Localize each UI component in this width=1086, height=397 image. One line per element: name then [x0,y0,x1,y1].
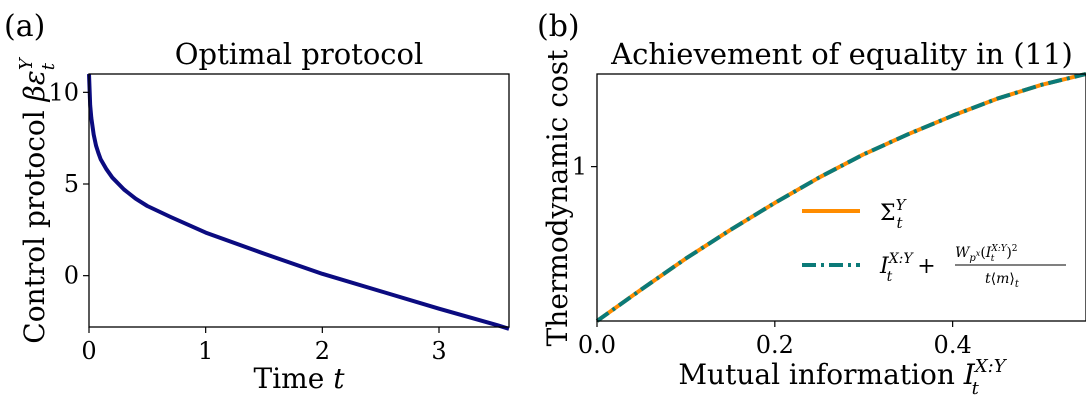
legend-label-bound: IX:Y t + Wpx(IX:Y t)2 t⟨m⟩t [879,244,1066,290]
panel-b-label: (b) [537,9,580,44]
chart-a-series-0-line [87,73,510,331]
chart-a-ticks: 0 1 2 3 0 5 10 [48,78,446,365]
chart-b-series-1-line [595,72,1086,323]
chart-b-lines [595,72,1086,323]
chart-b-xlabel: Mutual information IX:Y t [678,356,1007,397]
chart-b-xtick-label-0: 0.0 [578,331,616,359]
chart-b-ticks: 0.0 0.2 0.4 1 [572,153,972,359]
chart-b-ytick-label-0: 1 [572,153,587,181]
chart-a-frame [88,73,510,328]
chart-b-ylabel: Thermodynamic cost [541,49,574,347]
chart-a-xtick-label-3: 3 [431,337,446,365]
svg-text:IX:Yt +: IX:Y t + [879,251,936,285]
chart-a-xtick-label-0: 0 [81,337,96,365]
svg-text:Wpx(IX:Yt)2: Wpx(IX:Y t)2 [955,244,1018,264]
chart-b-frame [596,73,1086,322]
chart-a-ytick-label-1: 5 [64,170,79,198]
chart-b-xtick-label-2: 0.4 [934,331,972,359]
chart-a-xtick-label-1: 1 [198,337,213,365]
panel-a-label: (a) [4,9,45,44]
chart-a-title: Optimal protocol [175,37,424,71]
chart-a-xtick-label-2: 2 [315,337,330,365]
chart-b-title: Achievement of equality in (11) [610,37,1073,71]
chart-a-ytick-label-0: 0 [64,262,79,290]
chart-b-xtick-label-1: 0.2 [756,331,794,359]
chart-a-xlabel: Time t [254,362,346,395]
panel-b: (b) Achievement of equality in (11) 0.0 0… [537,9,1086,397]
svg-text:t⟨m⟩t: t⟨m⟩t [985,271,1020,290]
chart-b-legend: ΣY t IX:Y t + Wpx(IX:Y t)2 t⟨m⟩t [802,196,1066,290]
chart-a-ytick-label-2: 10 [48,78,79,106]
legend-label-sigma: ΣY t [880,196,908,232]
chart-a-lines [87,73,510,331]
